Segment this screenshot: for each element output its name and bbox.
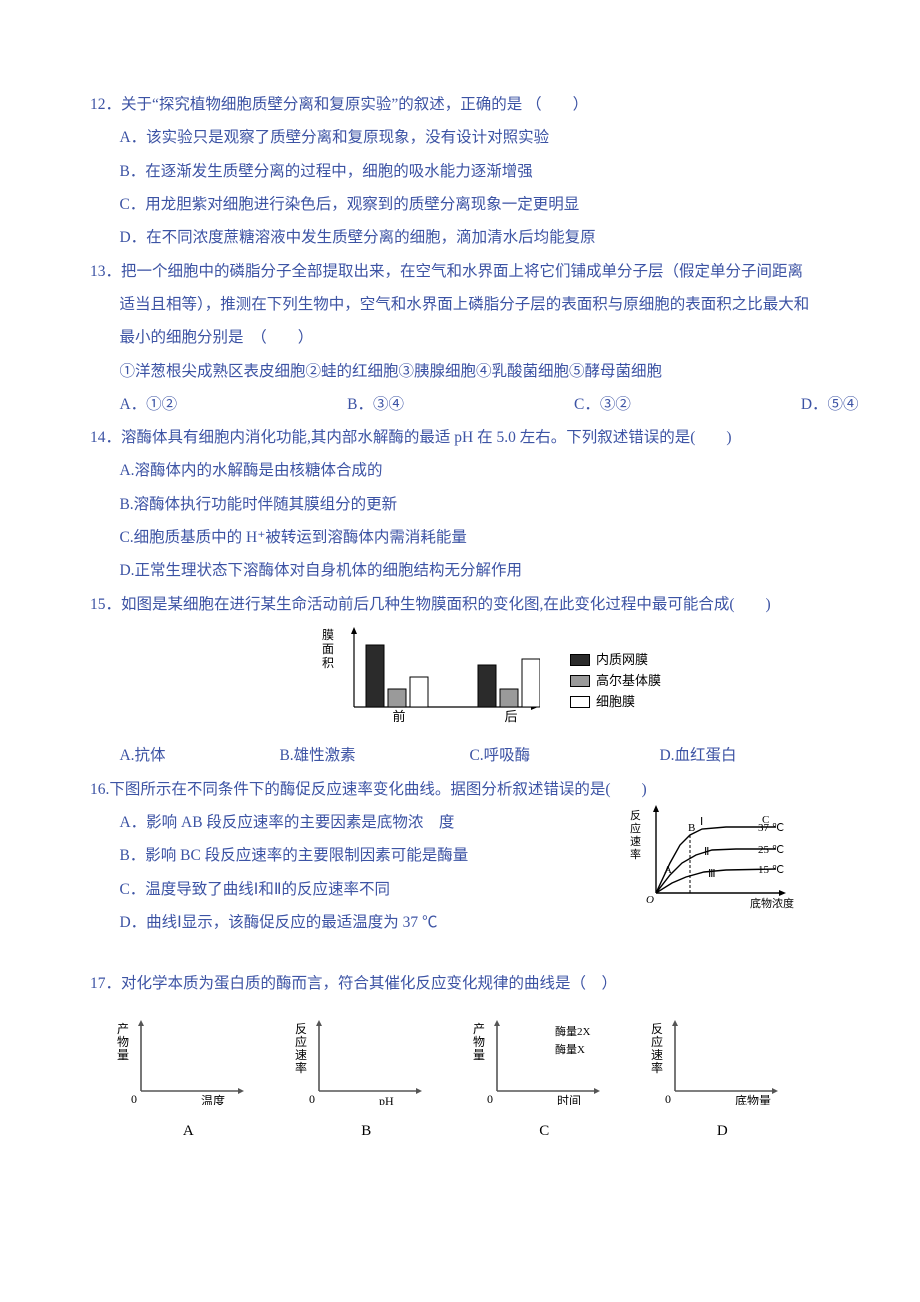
svg-text:反: 反	[630, 809, 641, 822]
q13-choices: A．①② B．③④ C．③② D．⑤④	[90, 388, 836, 421]
q17-panel-a-label: A	[113, 1115, 263, 1147]
svg-text:0: 0	[309, 1092, 315, 1105]
q12-choice-b: B．在逐渐发生质壁分离的过程中，细胞的吸水能力逐渐增强	[90, 155, 836, 188]
svg-text:率: 率	[295, 1060, 307, 1075]
svg-text:15 ℃: 15 ℃	[758, 864, 784, 876]
svg-text:速: 速	[651, 1048, 663, 1062]
svg-text:Ⅲ: Ⅲ	[708, 868, 716, 880]
q13-choice-b: B．③④	[347, 388, 404, 421]
legend-swatch-membrane	[570, 696, 590, 708]
svg-text:产: 产	[117, 1022, 129, 1036]
q17-panels: 产物量0温度 A 反应速率0pH B 产物量0时间酶量2X酶量X C 反应速率0…	[90, 1017, 836, 1148]
q12-choice-a: A．该实验只是观察了质壁分离和复原现象，没有设计对照实验	[90, 121, 836, 154]
q15-stem: 15．如图是某细胞在进行某生命活动前后几种生物膜面积的变化图,在此变化过程中最可…	[90, 588, 836, 621]
svg-text:酶量X: 酶量X	[555, 1043, 585, 1056]
svg-text:积: 积	[322, 656, 334, 670]
svg-text:底物量: 底物量	[735, 1093, 771, 1105]
q17-panel-b: 反应速率 0 pH B	[291, 1017, 441, 1148]
q13-stem-line3: 最小的细胞分别是 （ ）	[90, 321, 836, 354]
q14-choice-b: B.溶酶体执行功能时伴随其膜组分的更新	[90, 488, 836, 521]
q13-stem-line2: 适当且相等），推测在下列生物中，空气和水界面上磷脂分子层的表面积与原细胞的表面积…	[90, 288, 836, 321]
svg-text:0: 0	[487, 1092, 493, 1105]
q17-panel-d: 反应速率 0 底物量 D	[647, 1017, 797, 1148]
svg-text:率: 率	[651, 1060, 663, 1075]
q17-panel-d-label: D	[647, 1115, 797, 1147]
svg-text:反: 反	[651, 1022, 663, 1036]
q13-options-enum: ①洋葱根尖成熟区表皮细胞②蛙的红细胞③胰腺细胞④乳酸菌细胞⑤酵母菌细胞	[90, 355, 836, 388]
svg-text:C: C	[762, 814, 769, 826]
svg-text:后: 后	[504, 709, 517, 724]
q15-choice-d: D.血红蛋白	[659, 739, 736, 772]
svg-text:pH: pH	[379, 1094, 394, 1105]
q17-panel-a: 产物量 0 温度 A	[113, 1017, 263, 1148]
q15-choice-b: B.雄性激素	[279, 739, 469, 772]
svg-text:25 ℃: 25 ℃	[758, 844, 784, 856]
svg-text:Ⅰ: Ⅰ	[700, 816, 703, 828]
q15-choice-a: A.抗体	[119, 739, 279, 772]
q17-panel-b-label: B	[291, 1115, 441, 1147]
svg-text:量: 量	[473, 1048, 485, 1062]
svg-text:物: 物	[473, 1035, 485, 1049]
q15-choices: A.抗体 B.雄性激素 C.呼吸酶 D.血红蛋白	[90, 739, 836, 772]
svg-text:速: 速	[630, 835, 641, 848]
q15-legend: 内质网膜 高尔基体膜 细胞膜	[570, 650, 661, 712]
q13-choice-d: D．⑤④	[801, 388, 859, 421]
svg-text:应: 应	[651, 1034, 663, 1049]
q12-choice-c: C．用龙胆紫对细胞进行染色后，观察到的质壁分离现象一定更明显	[90, 188, 836, 221]
q15-bar-chart: 膜面积前 后	[320, 625, 540, 737]
svg-text:应: 应	[295, 1034, 307, 1049]
q13-stem-line1: 13．把一个细胞中的磷脂分子全部提取出来，在空气和水界面上将它们铺成单分子层（假…	[90, 255, 836, 288]
svg-text:O: O	[646, 894, 654, 906]
legend-label-1: 高尔基体膜	[596, 671, 661, 692]
q16-line-chart: 反应速率O底物浓度Ⅰ37 ℃Ⅱ25 ℃Ⅲ15 ℃ABC	[626, 801, 816, 911]
svg-text:应: 应	[630, 821, 641, 835]
svg-text:物: 物	[117, 1035, 129, 1049]
svg-text:温度: 温度	[201, 1093, 225, 1105]
q14-choice-d: D.正常生理状态下溶酶体对自身机体的细胞结构无分解作用	[90, 554, 836, 587]
q12-stem: 12．关于“探究植物细胞质壁分离和复原实验”的叙述，正确的是 （ ）	[90, 88, 836, 121]
svg-text:0: 0	[665, 1092, 671, 1105]
svg-text:面: 面	[322, 642, 334, 656]
svg-text:前: 前	[392, 709, 405, 724]
q13-choice-a: A．①②	[119, 388, 177, 421]
q13-choice-c: C．③②	[574, 388, 631, 421]
q14-choice-a: A.溶酶体内的水解酶是由核糖体合成的	[90, 454, 836, 487]
legend-label-0: 内质网膜	[596, 650, 648, 671]
svg-text:产: 产	[473, 1022, 485, 1036]
svg-text:A: A	[664, 864, 672, 876]
svg-text:反: 反	[295, 1022, 307, 1036]
q17-panel-c-label: C	[469, 1115, 619, 1147]
q15-figure: 膜面积前 后 内质网膜 高尔基体膜 细胞膜	[90, 625, 836, 737]
svg-text:膜: 膜	[322, 628, 334, 642]
q12-choice-d: D．在不同浓度蔗糖溶液中发生质壁分离的细胞，滴加清水后均能复原	[90, 221, 836, 254]
svg-text:率: 率	[630, 847, 641, 861]
legend-label-2: 细胞膜	[596, 692, 635, 713]
q17-panel-c: 产物量 0 时间 酶量2X 酶量X C	[469, 1017, 619, 1148]
svg-text:B: B	[688, 822, 695, 834]
svg-text:速: 速	[295, 1048, 307, 1062]
legend-swatch-er	[570, 654, 590, 666]
svg-text:量: 量	[117, 1048, 129, 1062]
svg-text:酶量2X: 酶量2X	[555, 1025, 590, 1038]
svg-text:时间: 时间	[557, 1094, 581, 1105]
legend-swatch-golgi	[570, 675, 590, 687]
svg-text:0: 0	[131, 1092, 137, 1105]
svg-text:Ⅱ: Ⅱ	[704, 846, 709, 858]
svg-text:底物浓度: 底物浓度	[750, 896, 794, 910]
q14-stem: 14．溶酶体具有细胞内消化功能,其内部水解酶的最适 pH 在 5.0 左右。下列…	[90, 421, 836, 454]
q17-stem: 17．对化学本质为蛋白质的酶而言，符合其催化反应变化规律的曲线是（ ）	[90, 967, 836, 1000]
q14-choice-c: C.细胞质基质中的 H⁺被转运到溶酶体内需消耗能量	[90, 521, 836, 554]
q15-choice-c: C.呼吸酶	[469, 739, 659, 772]
